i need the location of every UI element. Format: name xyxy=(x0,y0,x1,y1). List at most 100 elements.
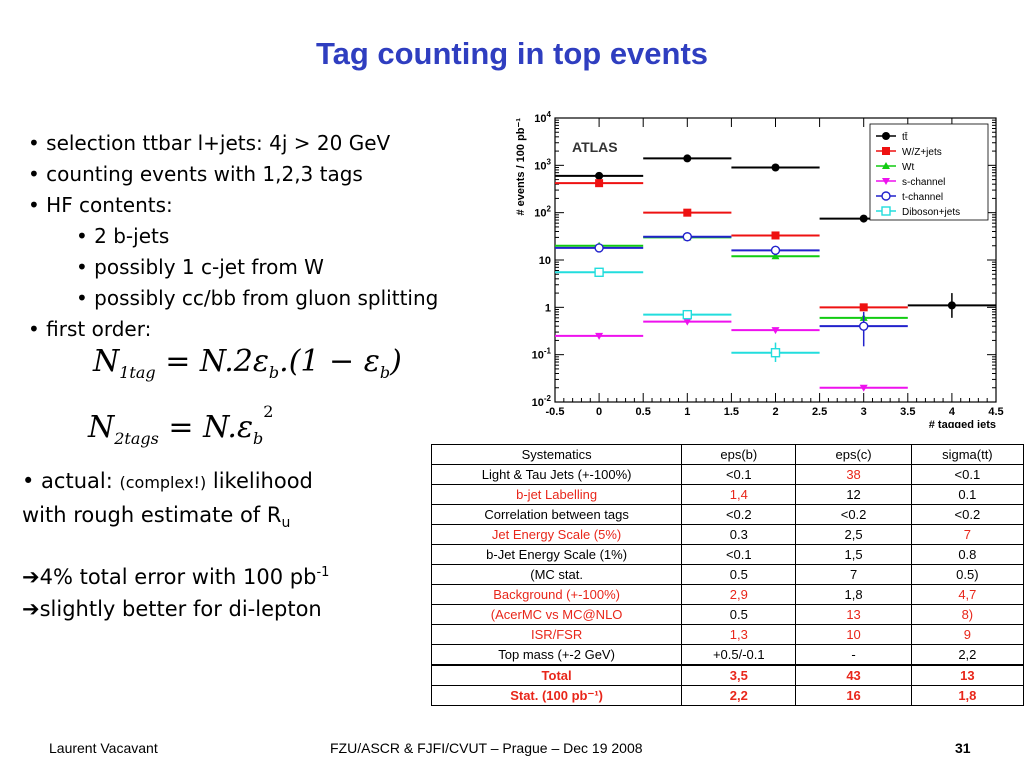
table-row: Jet Energy Scale (5%) 0.3 2,5 7 xyxy=(430,524,1024,545)
y-tick-exp: -1 xyxy=(544,347,552,356)
data-point xyxy=(682,309,693,320)
x-tick-label: 2 xyxy=(772,406,778,418)
data-point xyxy=(682,232,693,242)
table-cell: 0.5) xyxy=(910,564,1024,585)
table-cell: <0.2 xyxy=(910,504,1024,525)
x-axis-label: # tagged jets xyxy=(929,419,996,428)
table-cell: 3,5 xyxy=(681,664,797,686)
table-cell: 0.1 xyxy=(910,484,1024,505)
y-tick-label: 1 xyxy=(545,302,551,314)
footer-event: FZU/ASCR & FJFI/CVUT – Prague – Dec 19 2… xyxy=(330,740,643,756)
data-point xyxy=(683,318,692,326)
table-header-cell: eps(b) xyxy=(681,444,797,465)
data-point xyxy=(683,208,692,217)
y-tick-base: 10 xyxy=(532,397,544,409)
footer-author: Laurent Vacavant xyxy=(49,740,158,756)
table-cell: 2,2 xyxy=(681,685,797,706)
table-cell: 1,8 xyxy=(795,584,912,605)
table-cell: 12 xyxy=(795,484,912,505)
y-tick-label: 102 xyxy=(534,205,551,220)
y-tick-exp: 2 xyxy=(547,205,552,214)
formula-two-tags: N2tags = N.εb 2 xyxy=(88,402,274,448)
data-point xyxy=(882,162,890,169)
table-cell: 13 xyxy=(910,664,1024,686)
table-cell: <0.1 xyxy=(681,464,797,485)
y-tick-label: 10-2 xyxy=(532,394,552,409)
actual-note: • actual: (complex!) likelihood with rou… xyxy=(22,469,313,532)
table-cell: 16 xyxy=(795,685,912,706)
bullet-item: • first order: xyxy=(28,317,152,341)
legend-label: t-channel xyxy=(902,192,943,203)
table-row: (AcerMC vs MC@NLO 0.5 13 8) xyxy=(430,604,1024,625)
bullet-item: • counting events with 1,2,3 tags xyxy=(28,162,363,186)
legend-label: s-channel xyxy=(902,177,945,188)
table-cell: 1,3 xyxy=(681,624,797,645)
table-header-cell: sigma(tt) xyxy=(910,444,1024,465)
data-point xyxy=(771,163,780,172)
table-cell: 0.5 xyxy=(681,564,797,585)
data-point xyxy=(882,132,890,140)
slide-title: Tag counting in top events xyxy=(315,36,709,71)
table-row: Stat. (100 pb⁻¹) 2,2 16 1,8 xyxy=(430,685,1024,706)
table-row: b-jet Labelling 1,4 12 0.1 xyxy=(430,484,1024,505)
y-tick-exp: -2 xyxy=(544,394,552,403)
tag-count-plot: -0.5 0 0.5 1 1.5 2 2.5 3 3.5 4 4.510-210-111010210… xyxy=(515,110,1004,428)
table-cell: 7 xyxy=(795,564,912,585)
bullet-item: • HF contents: xyxy=(28,193,173,217)
table-cell: Correlation between tags xyxy=(430,504,683,525)
atlas-label: ATLAS xyxy=(572,139,618,155)
table-header-cell: Systematics xyxy=(430,444,683,465)
legend: tt̄ W/Z+jets Wt s-channel t-channel Diboson+j… xyxy=(869,123,989,221)
result-note: ➔4% total error with 100 pb-1 ➔slightly … xyxy=(22,565,330,621)
table-cell: 2,5 xyxy=(795,524,912,545)
y-tick-base: 10 xyxy=(532,350,544,362)
table-cell: Top mass (+-2 GeV) xyxy=(430,644,683,666)
systematics-table: Systematics eps(b) eps(c) sigma(tt) Light & … xyxy=(430,444,1024,706)
table-cell: (AcerMC vs MC@NLO xyxy=(430,604,683,625)
legend-box xyxy=(869,123,989,221)
y-tick-label: 104 xyxy=(534,110,551,125)
x-tick-label: -0.5 xyxy=(546,406,565,418)
page-number: 31 xyxy=(955,740,971,756)
data-point xyxy=(859,303,868,312)
table-cell: 8) xyxy=(910,604,1024,625)
bullet-list: • selection ttbar l+jets: 4j > 20 GeV • c… xyxy=(28,128,438,345)
table-cell: b-Jet Energy Scale (1%) xyxy=(430,544,683,565)
table-cell: Light & Tau Jets (+-100%) xyxy=(430,464,683,485)
data-point xyxy=(881,206,891,216)
data-point xyxy=(947,301,956,310)
bullet-item: • 2 b-jets xyxy=(76,224,170,248)
legend-label: Wt xyxy=(902,162,914,173)
table-cell: Jet Energy Scale (5%) xyxy=(430,524,683,545)
x-tick-label: 2.5 xyxy=(812,406,827,418)
bullet-item: • possibly 1 c-jet from W xyxy=(76,255,324,279)
table-cell: 1,5 xyxy=(795,544,912,565)
series-s-channel xyxy=(555,318,908,392)
x-tick-label: 3 xyxy=(861,406,867,418)
y-tick-base: 10 xyxy=(539,255,551,267)
data-point xyxy=(859,214,868,223)
y-tick-label: 103 xyxy=(534,157,551,172)
table-cell: <0.1 xyxy=(681,544,797,565)
data-point xyxy=(882,178,890,185)
table-cell: 10 xyxy=(795,624,912,645)
table-cell: 2,2 xyxy=(910,644,1024,666)
table-cell: 1,4 xyxy=(681,484,797,505)
x-tick-label: 0 xyxy=(596,406,602,418)
y-tick-base: 1 xyxy=(545,302,551,314)
y-tick-label: 10-1 xyxy=(532,347,552,362)
table-cell: (MC stat. xyxy=(430,564,683,585)
table-row: Background (+-100%) 2,9 1,8 4,7 xyxy=(430,584,1024,605)
data-point xyxy=(882,147,890,155)
data-point xyxy=(594,267,604,277)
x-tick-label: 1.5 xyxy=(724,406,739,418)
x-tick-label: 4.5 xyxy=(988,406,1003,418)
x-tick-label: 0.5 xyxy=(636,406,651,418)
data-point xyxy=(771,231,780,240)
bullet-item: • selection ttbar l+jets: 4j > 20 GeV xyxy=(28,131,391,155)
table-cell: 38 xyxy=(795,464,912,485)
data-point xyxy=(771,252,780,260)
table-row: b-Jet Energy Scale (1%) <0.1 1,5 0.8 xyxy=(430,544,1024,565)
table-header-row: Systematics eps(b) eps(c) sigma(tt) xyxy=(430,444,1024,465)
series-diboson-jets xyxy=(555,267,820,362)
